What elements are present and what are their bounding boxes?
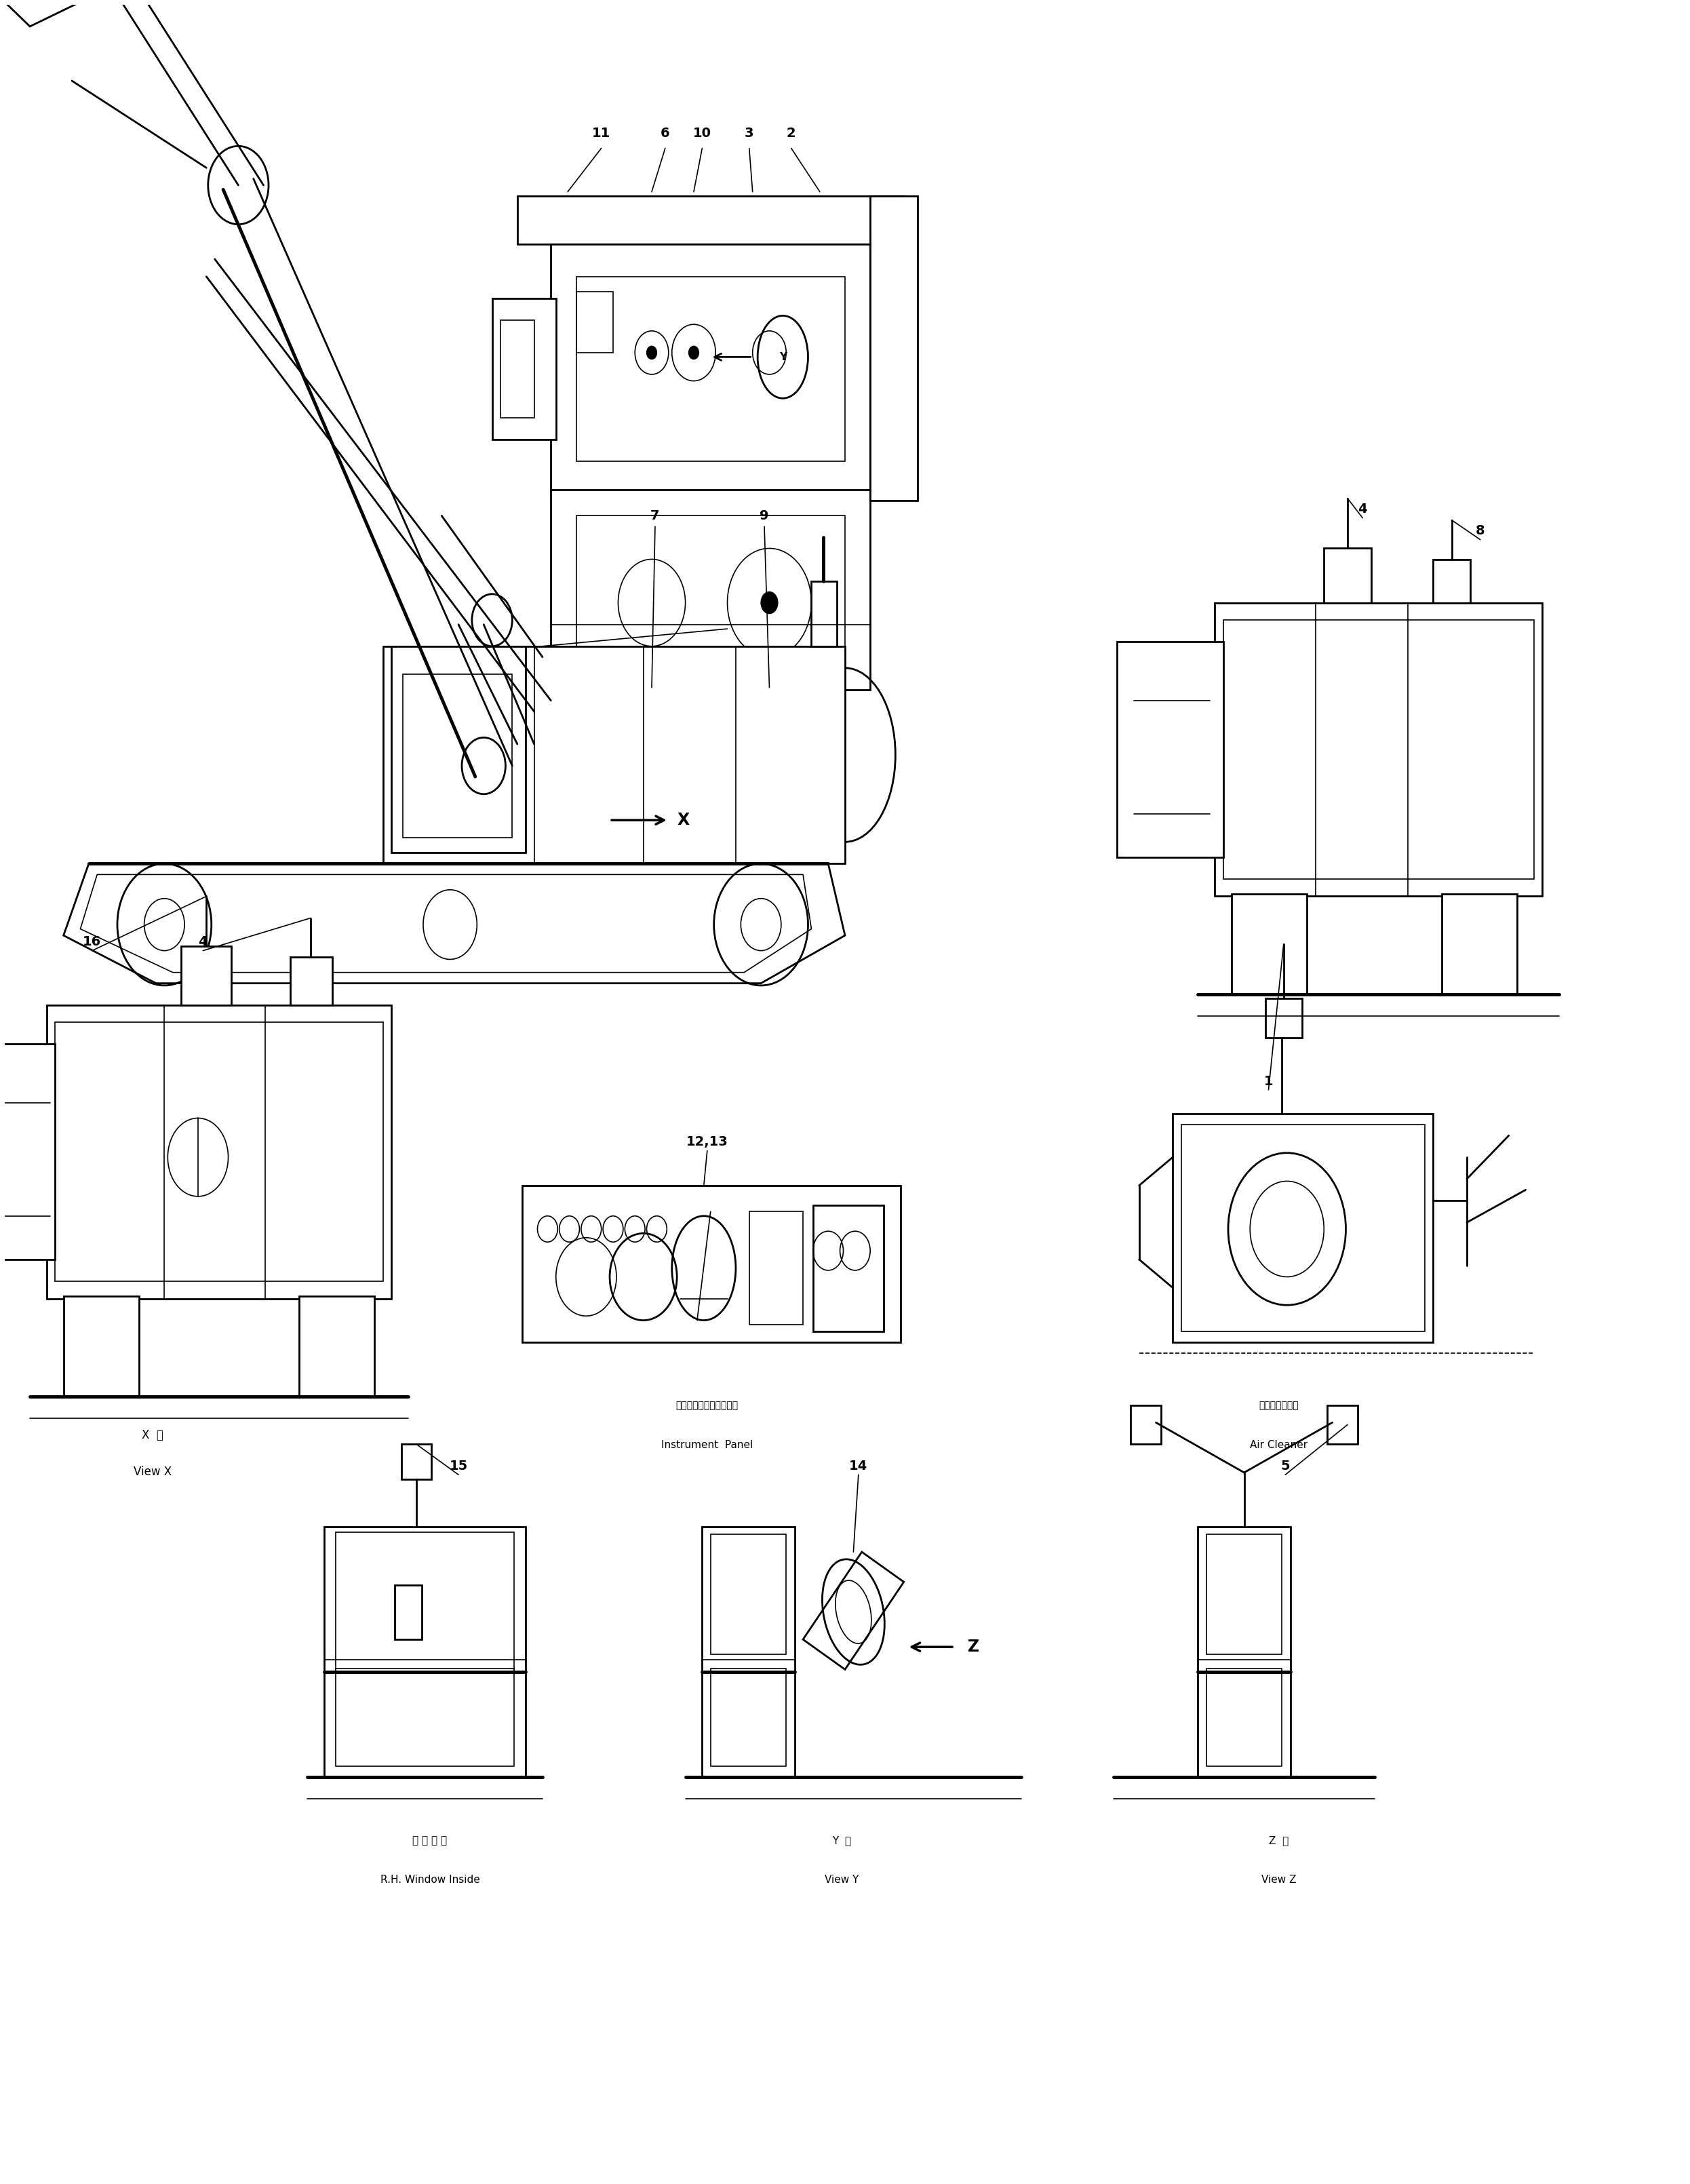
Text: Y: Y	[779, 352, 786, 363]
Bar	[1117, 642, 1224, 856]
Bar	[576, 515, 845, 668]
Text: 5: 5	[1281, 1459, 1289, 1472]
Bar	[576, 293, 613, 352]
Text: 右 窓 内 側: 右 窓 内 側	[412, 1837, 448, 1845]
Bar	[1224, 620, 1535, 878]
Bar	[47, 1005, 392, 1299]
Bar	[1266, 998, 1301, 1037]
Text: エアークリーナ: エアークリーナ	[1259, 1400, 1298, 1411]
Bar	[394, 1586, 421, 1640]
Bar	[291, 957, 333, 1005]
Bar	[1181, 1125, 1425, 1332]
Bar	[522, 1186, 901, 1343]
Bar	[710, 1669, 786, 1767]
Bar	[1327, 1404, 1357, 1444]
Text: X: X	[678, 812, 690, 828]
Text: Z: Z	[968, 1638, 979, 1655]
Bar	[1433, 559, 1470, 603]
Text: 11: 11	[592, 127, 610, 140]
Bar	[517, 197, 904, 245]
Text: Instrument  Panel: Instrument Panel	[661, 1439, 754, 1450]
Text: Air Cleaner: Air Cleaner	[1249, 1439, 1308, 1450]
Text: 4: 4	[1359, 502, 1367, 515]
Bar	[299, 1297, 375, 1396]
Bar	[576, 277, 845, 461]
Bar	[401, 1444, 431, 1479]
Bar	[1207, 1535, 1283, 1655]
Bar	[1131, 1404, 1161, 1444]
Text: 2: 2	[786, 127, 796, 140]
Text: R.H. Window Inside: R.H. Window Inside	[380, 1874, 480, 1885]
Bar	[870, 197, 918, 500]
Text: View Y: View Y	[825, 1874, 859, 1885]
Bar	[64, 1297, 139, 1396]
Bar	[1442, 893, 1518, 994]
Bar	[402, 675, 512, 839]
Text: 1: 1	[1264, 1075, 1273, 1088]
Bar	[0, 1044, 56, 1260]
Bar	[384, 646, 845, 863]
Bar	[710, 1535, 786, 1655]
Circle shape	[761, 592, 777, 614]
Text: View X: View X	[134, 1465, 172, 1479]
Bar	[1215, 603, 1543, 895]
Circle shape	[690, 345, 698, 358]
Text: 16: 16	[83, 935, 101, 948]
Text: 3: 3	[745, 127, 754, 140]
Text: 4: 4	[198, 935, 208, 948]
Text: 9: 9	[761, 509, 769, 522]
Bar	[701, 1527, 794, 1778]
Bar	[811, 581, 837, 646]
Bar	[749, 1212, 803, 1326]
Text: View Z: View Z	[1261, 1874, 1296, 1885]
Text: Y  視: Y 視	[831, 1837, 852, 1845]
Text: 6: 6	[661, 127, 669, 140]
Bar	[56, 1022, 384, 1282]
Bar	[492, 299, 556, 439]
Bar	[324, 1527, 526, 1778]
Bar	[336, 1531, 514, 1673]
Bar	[1173, 1114, 1433, 1343]
Text: 7: 7	[651, 509, 659, 522]
Text: Z  視: Z 視	[1269, 1837, 1288, 1845]
Circle shape	[647, 345, 657, 358]
Bar	[551, 245, 870, 494]
Bar	[1232, 893, 1306, 994]
Text: 8: 8	[1475, 524, 1486, 537]
Bar	[336, 1669, 514, 1767]
Bar	[1198, 1527, 1291, 1778]
Text: 15: 15	[450, 1459, 468, 1472]
Bar	[813, 1206, 884, 1332]
Bar	[1323, 548, 1371, 603]
Bar	[500, 321, 534, 417]
Bar	[392, 646, 526, 852]
Text: 10: 10	[693, 127, 711, 140]
Bar	[551, 489, 870, 690]
Bar	[1207, 1669, 1283, 1767]
Bar	[181, 946, 232, 1005]
Text: X  視: X 視	[142, 1428, 164, 1441]
Text: 12,13: 12,13	[686, 1136, 728, 1149]
Text: 14: 14	[848, 1459, 867, 1472]
Text: インスツルメントパネル: インスツルメントパネル	[676, 1400, 739, 1411]
